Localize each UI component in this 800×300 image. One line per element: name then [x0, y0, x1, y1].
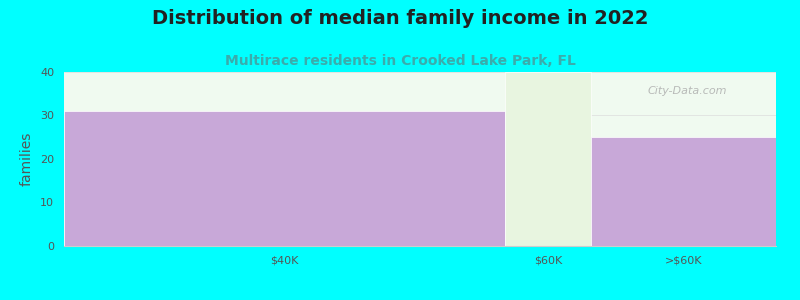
Text: Distribution of median family income in 2022: Distribution of median family income in …: [152, 9, 648, 28]
Text: Multirace residents in Crooked Lake Park, FL: Multirace residents in Crooked Lake Park…: [225, 54, 575, 68]
Bar: [506, 72, 591, 246]
Bar: [591, 137, 776, 246]
Text: City-Data.com: City-Data.com: [648, 86, 727, 96]
Bar: [64, 111, 506, 246]
Y-axis label: families: families: [19, 132, 34, 186]
